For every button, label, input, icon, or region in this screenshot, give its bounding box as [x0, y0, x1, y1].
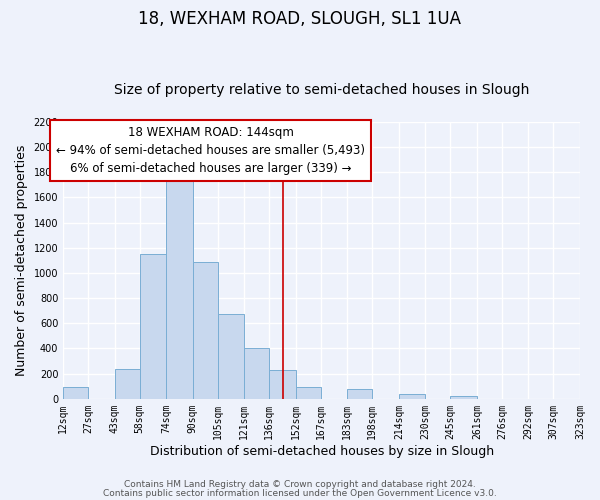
Bar [218, 314, 244, 399]
Bar [166, 178, 193, 399]
Bar [451, 396, 477, 399]
Bar [296, 388, 321, 399]
Bar [244, 348, 269, 399]
Bar [63, 388, 88, 399]
Title: Size of property relative to semi-detached houses in Slough: Size of property relative to semi-detach… [114, 83, 529, 97]
Text: Contains HM Land Registry data © Crown copyright and database right 2024.: Contains HM Land Registry data © Crown c… [124, 480, 476, 489]
Bar [193, 262, 218, 399]
Bar [140, 254, 166, 399]
Bar [115, 368, 140, 399]
Y-axis label: Number of semi-detached properties: Number of semi-detached properties [15, 144, 28, 376]
Bar [399, 394, 425, 399]
Bar [269, 370, 296, 399]
Text: Contains public sector information licensed under the Open Government Licence v3: Contains public sector information licen… [103, 488, 497, 498]
Text: 18, WEXHAM ROAD, SLOUGH, SL1 1UA: 18, WEXHAM ROAD, SLOUGH, SL1 1UA [139, 10, 461, 28]
X-axis label: Distribution of semi-detached houses by size in Slough: Distribution of semi-detached houses by … [149, 444, 494, 458]
Bar [347, 390, 372, 399]
Text: 18 WEXHAM ROAD: 144sqm
← 94% of semi-detached houses are smaller (5,493)
6% of s: 18 WEXHAM ROAD: 144sqm ← 94% of semi-det… [56, 126, 365, 175]
